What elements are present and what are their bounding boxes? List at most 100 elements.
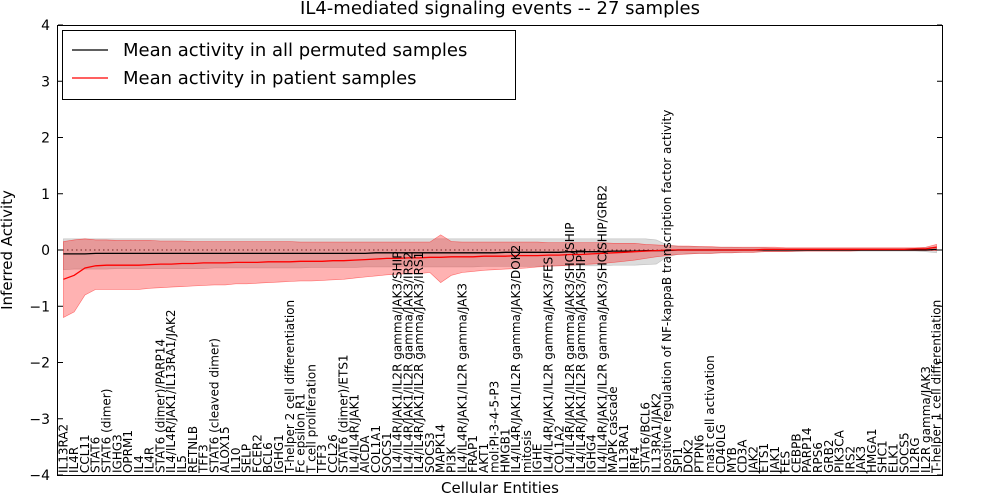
entity-label: ETS1	[757, 443, 771, 473]
entity-label: IL5	[175, 455, 189, 473]
entity-label: IL4/IL4R/JAK1/IL2R gamma/JAK3/IRS1	[412, 252, 426, 473]
y-tick-label: 1	[41, 187, 50, 203]
entity-label: AICDA	[358, 435, 372, 473]
entity-label: IL4/IL4R/JAK1/IL2R gamma/JAK3/IRS2	[401, 252, 415, 473]
entity-label: PTPN6	[692, 435, 706, 473]
entity-label: JAK2	[746, 446, 760, 474]
entity-label: IL10	[229, 448, 243, 474]
entity-label: IL4/IL4R/JAK1/IL2R gamma/JAK3/SHIP	[391, 252, 405, 473]
entity-label: IL4R	[67, 447, 81, 473]
entity-label: mol:PI-3-4-5-P3	[488, 381, 502, 473]
entity-label: T-helper 1 cell differentiation	[930, 300, 944, 474]
entity-label: T cell proliferation	[304, 364, 318, 474]
y-tick-label: 2	[41, 131, 50, 147]
entity-label: JAK3	[854, 446, 868, 474]
entity-label: MAPK cascade	[606, 386, 620, 473]
legend-label-permuted: Mean activity in all permuted samples	[123, 40, 467, 61]
entity-label: SPI1	[671, 447, 685, 473]
entity-label: ALOX15	[218, 426, 232, 473]
entity-label: IGHG4	[585, 434, 599, 473]
entity-label: IL2RG	[908, 437, 922, 473]
entity-label: IGHE	[531, 444, 545, 473]
entity-label: CCL26	[326, 434, 340, 473]
entity-label: RPS6	[811, 442, 825, 473]
entity-label: COL1A1	[369, 425, 383, 473]
entity-label: IL4/IL4R/JAK1/IL13RA1/JAK2	[164, 310, 178, 474]
entity-label: CD3A	[736, 439, 750, 473]
entity-label: IRS2	[843, 446, 857, 473]
entity-label: T-helper 2 cell differentiation	[283, 300, 297, 474]
entity-label: SOCS1	[380, 432, 394, 473]
entity-label: PARP14	[800, 427, 814, 473]
entity-label: IL4R	[143, 447, 157, 473]
entity-label: mitosis	[520, 430, 534, 473]
chart-title: IL4-mediated signaling events -- 27 samp…	[300, 0, 700, 19]
entity-label: GRB2	[822, 439, 836, 473]
y-tick-label: −1	[29, 299, 50, 315]
entity-label: FES	[779, 451, 793, 473]
entity-label: COL1A2	[552, 425, 566, 473]
entity-label: IL4/IL4R/JAK1	[348, 394, 362, 473]
entity-label: positive regulation of NF-kappaB transcr…	[660, 110, 674, 473]
entity-label: HMGB1	[498, 428, 512, 473]
entity-label: STAT6 (cleaved dimer)	[207, 338, 221, 473]
entity-label: IL4	[132, 455, 146, 473]
entity-label: ELK1	[887, 443, 901, 473]
entity-label: HMGA1	[865, 428, 879, 473]
y-tick-label: −2	[29, 356, 50, 372]
entity-label: CEBPB	[790, 433, 804, 473]
entity-label: FRAP1	[466, 435, 480, 473]
entity-label: FCER2	[250, 434, 264, 473]
entity-label: AKT1	[477, 443, 491, 473]
entity-label: IL4/IL4R/JAK1/IL2R gamma/JAK3/SHC/SHIP	[563, 222, 577, 473]
entity-label: IL13RA2	[56, 424, 70, 473]
legend-label-patient: Mean activity in patient samples	[123, 68, 417, 89]
plot-frame	[57, 25, 943, 476]
entity-label: IGHG1	[272, 434, 286, 473]
entity-label: STAT6 (dimer)/ETS1	[337, 354, 351, 473]
entity-label: mast cell activation	[703, 355, 717, 473]
entity-label: STAT6 (dimer)/PARP14	[153, 339, 167, 473]
entity-label: IGHG3	[110, 434, 124, 473]
entity-label: IL13RA1	[617, 424, 631, 473]
entity-label: JAK1	[768, 446, 782, 474]
entity-label: SOCS5	[897, 432, 911, 473]
entity-label: IL4/IL4R/JAK1/IL2R gamma/JAK3/SHP1	[574, 247, 588, 473]
entity-label: IL2R gamma/JAK3	[919, 366, 933, 473]
y-tick-label: −4	[29, 468, 50, 484]
entity-label: RETNLB	[186, 426, 200, 473]
y-tick-label: 0	[41, 243, 50, 259]
entity-label: STAT6	[89, 437, 103, 473]
y-axis-label: Inferred Activity	[0, 190, 16, 310]
entity-label: SELP	[240, 444, 254, 473]
entity-label: OPRM1	[121, 430, 135, 473]
legend: Mean activity in all permuted samples Me…	[62, 30, 516, 100]
entity-label: IL4/IL4R/JAK1/IL2R gamma/JAK3/FES	[542, 257, 556, 473]
entity-label: TFF3	[197, 444, 211, 474]
y-axis: −4 −3 −2 −1 0 1 2 3 4	[29, 18, 942, 484]
entity-label: DOK2	[682, 439, 696, 473]
entity-label: IL4/IL4R/JAK1/IL2R gamma/JAK3	[455, 283, 469, 473]
y-tick-label: 3	[41, 74, 50, 90]
entity-label: BCL6	[261, 442, 275, 473]
entity-label: Fc epsilon R1	[294, 393, 308, 473]
y-tick-label: 4	[41, 18, 50, 34]
x-axis-label: Cellular Entities	[441, 479, 559, 497]
entity-label: CCL11	[78, 434, 92, 473]
entity-label: MYB	[725, 447, 739, 473]
entity-label: IL4/IL4R/JAK1/IL2R gamma/JAK3/SHC/SHIP/G…	[595, 185, 609, 473]
entity-label: STAT6/BCL6	[639, 402, 653, 473]
entity-label: IL4/IL4R/JAK1/IL2R gamma/JAK3/DOK2	[509, 245, 523, 473]
legend-box	[62, 30, 516, 100]
entity-label: PI3K	[445, 446, 459, 473]
entity-label: SHC1	[876, 440, 890, 473]
y-tick-label: −3	[29, 412, 50, 428]
entity-label: CD40LG	[714, 424, 728, 473]
entity-label: MAPK14	[434, 424, 448, 473]
entity-label: SOCS3	[423, 432, 437, 473]
entity-label: IRF4	[628, 447, 642, 473]
entity-label: IL13RA1/JAK2	[649, 393, 663, 473]
entity-label: PIK3CA	[833, 429, 847, 473]
